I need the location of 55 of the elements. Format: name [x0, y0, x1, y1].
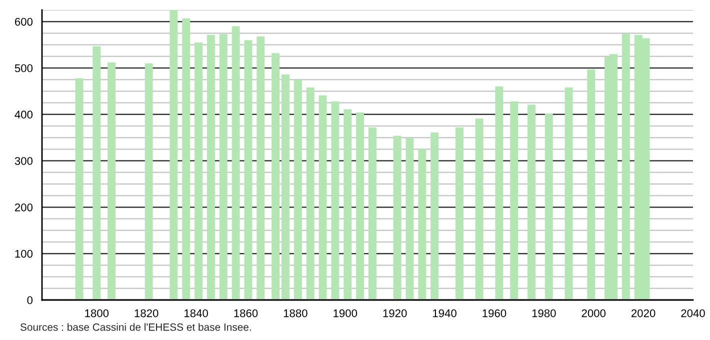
- bar: [510, 101, 518, 300]
- bar: [306, 87, 314, 300]
- x-tick-label: 1920: [383, 309, 407, 318]
- bar: [587, 69, 596, 300]
- bar: [418, 148, 426, 300]
- bar: [455, 127, 464, 300]
- y-tick-label: 600: [15, 18, 33, 26]
- x-tick-label: 2040: [681, 309, 705, 318]
- source-note: Sources : base Cassini de l'EHESS et base Insee.: [20, 323, 251, 331]
- bar: [194, 42, 203, 300]
- bar: [475, 118, 484, 300]
- x-tick-label: 1800: [85, 309, 109, 318]
- y-tick-label: 200: [14, 203, 33, 212]
- bar: [75, 78, 84, 300]
- x-tick-label: 1840: [184, 309, 208, 318]
- bar: [393, 136, 402, 300]
- y-tick-label: 400: [14, 110, 33, 119]
- y-tick-label: 100: [15, 250, 33, 258]
- y-tick-label: 500: [14, 64, 33, 72]
- bar: [528, 104, 536, 300]
- y-tick-label: 0: [27, 296, 33, 304]
- x-tick-label: 1820: [134, 309, 158, 318]
- bar: [368, 127, 376, 300]
- bar: [495, 86, 504, 300]
- bar: [244, 40, 252, 300]
- bar: [331, 101, 340, 300]
- bar: [430, 132, 439, 300]
- bar: [282, 74, 290, 300]
- bar: [92, 46, 101, 300]
- bar: [170, 10, 178, 300]
- x-tick-label: 2020: [632, 309, 656, 318]
- bar: [406, 138, 414, 300]
- bar: [219, 34, 228, 300]
- bar: [272, 53, 280, 300]
- x-tick-label: 1900: [334, 309, 358, 318]
- bar: [356, 112, 364, 300]
- bar: [564, 87, 573, 300]
- x-tick-label: 1860: [234, 309, 258, 318]
- bar: [232, 26, 240, 300]
- x-tick-label: 1940: [433, 309, 456, 318]
- bar: [144, 63, 153, 300]
- x-tick-label: 2000: [582, 309, 606, 318]
- bar: [622, 34, 630, 300]
- bar: [344, 109, 352, 300]
- x-tick-label: 1880: [284, 309, 308, 318]
- bar: [182, 18, 190, 300]
- bar: [256, 36, 265, 300]
- x-tick-label: 1960: [482, 309, 506, 318]
- bar: [206, 35, 215, 300]
- bar: [108, 62, 116, 300]
- bar: [318, 95, 327, 300]
- y-tick-label: 300: [14, 157, 33, 165]
- x-tick-label: 1980: [532, 309, 556, 318]
- bar: [544, 113, 553, 300]
- bar: [294, 80, 302, 300]
